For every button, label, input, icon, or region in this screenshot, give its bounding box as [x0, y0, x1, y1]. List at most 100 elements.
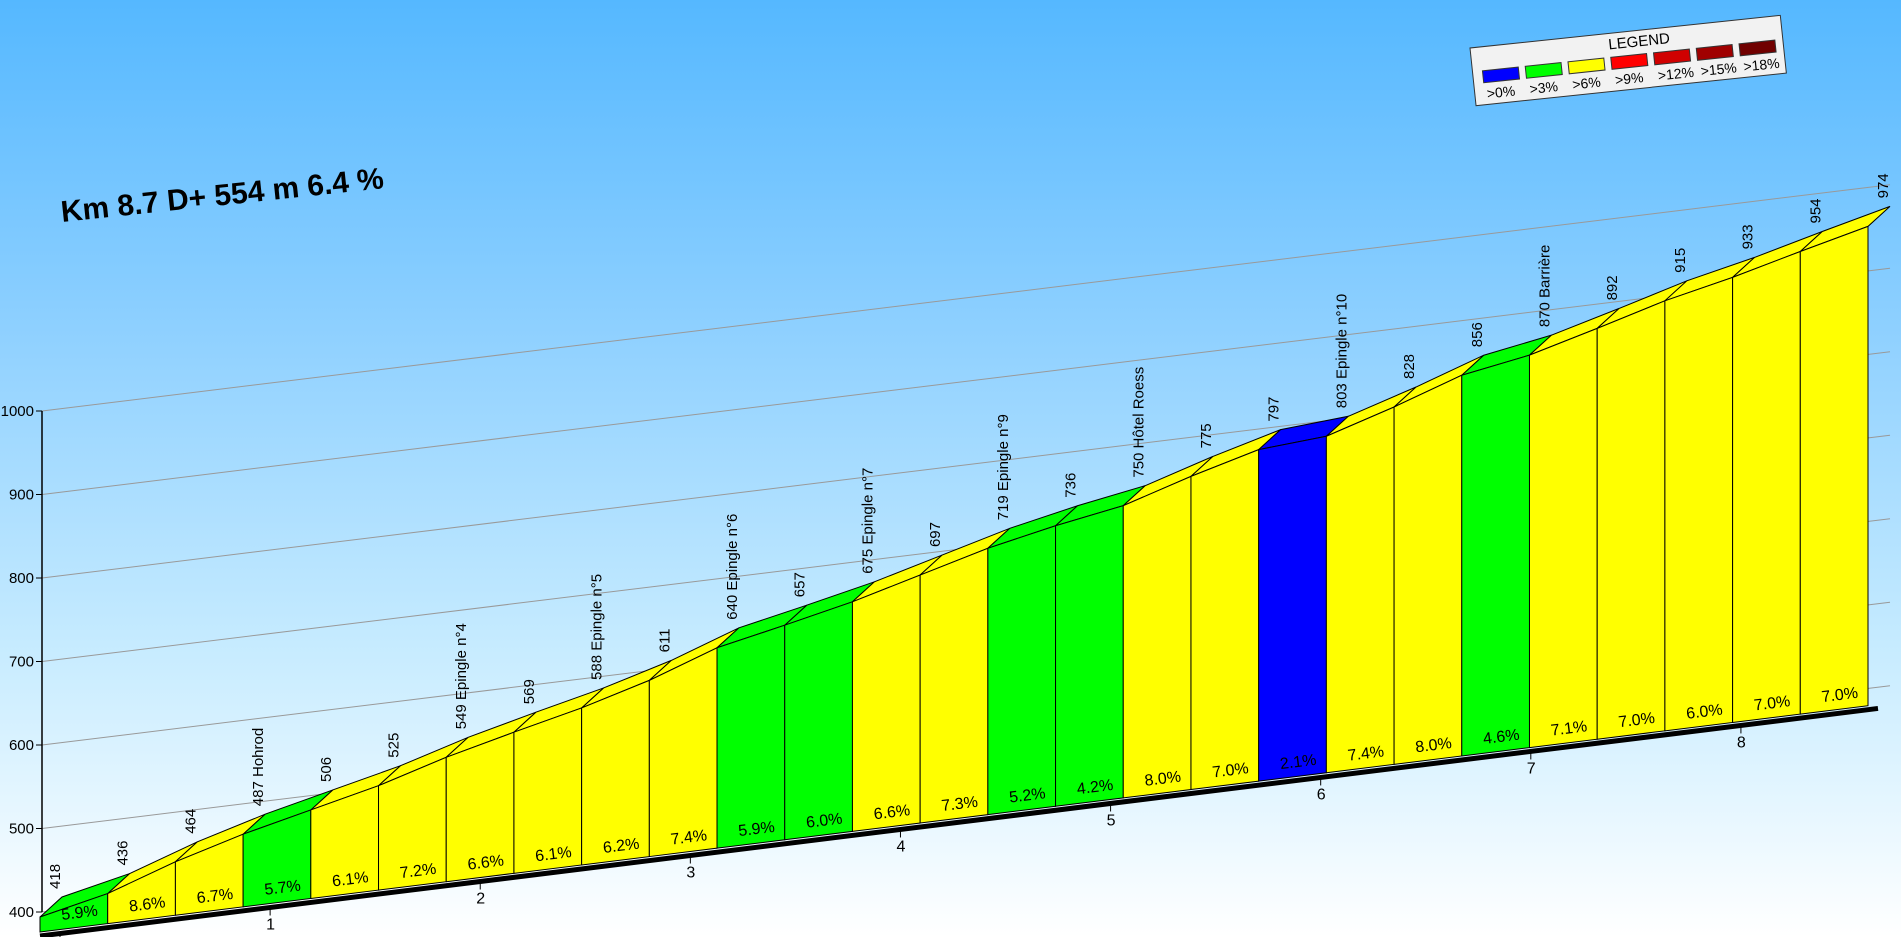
segment-front-face [1732, 250, 1801, 724]
segment-bar: 7.0% 892 [1596, 275, 1688, 740]
km-tick-label: 3 [686, 864, 695, 881]
segment-bar: 7.0% 775 [1190, 423, 1282, 791]
segment-grade-label: 7.4% [670, 827, 708, 848]
segment-bar: 5.7% 487 Hohrod [242, 728, 334, 908]
segment-elevation-label: 750 Hôtel Roess [1130, 367, 1147, 478]
segment-front-face [1055, 504, 1124, 807]
segment-bar: 7.1% 870 Barrière [1528, 245, 1620, 749]
km-tick-label: 1 [266, 917, 275, 934]
km-tick-label: 2 [476, 890, 485, 907]
y-tick-label: 1000 [1, 403, 34, 420]
segment-grade-label: 7.2% [399, 861, 437, 882]
segment-elevation-label: 464 [182, 809, 199, 834]
segment-bar: 6.1% 569 [513, 679, 604, 874]
segment-elevation-label: 640 Epingle n°6 [724, 514, 741, 620]
segment-front-face [1122, 475, 1192, 799]
km-base-line [39, 705, 1879, 937]
legend-label: >0% [1486, 83, 1516, 102]
segment-grade-label: 6.7% [196, 886, 234, 907]
segment-bar: 7.0% 954 [1799, 198, 1891, 715]
segment-front-face [716, 624, 786, 849]
segment-elevation-label: 675 Epingle n°7 [859, 468, 876, 574]
profile-bars: 5.9% 4 1 8 8.6% 436 6.7% 464 5.7%487 Hohrod 6.1% 5… [39, 173, 1892, 933]
segment-elevation-label: 954 [1807, 198, 1824, 223]
segment-grade-label: 7.4% [1347, 743, 1385, 764]
segment-elevation-label: 719 Epingle n°9 [995, 414, 1012, 520]
segment-front-face [1528, 327, 1598, 749]
segment-elevation-label: 736 [1063, 473, 1080, 498]
segment-front-face [987, 525, 1057, 816]
y-tick-label: 600 [9, 737, 34, 754]
segment-front-face [1325, 406, 1395, 774]
legend-label: >12% [1657, 64, 1695, 84]
segment-front-face [648, 646, 718, 858]
segment-grade-label: 6.6% [873, 802, 911, 823]
segment-bar: 6.6% 549 Epingle n°4 [445, 623, 537, 883]
segment-front-face [851, 574, 921, 832]
segment-grade-label: 6.0% [805, 810, 843, 831]
segment-elevation-label: 549 Epingle n°4 [453, 623, 470, 729]
km-tick-label: 7 [1527, 760, 1536, 777]
segment-grade-label: 5.7% [264, 878, 302, 899]
segment-elevation-label: 828 [1401, 354, 1418, 379]
segment-grade-label: 6.1% [534, 844, 572, 865]
segment-grade-label: 8.6% [128, 894, 166, 915]
legend-swatch [1695, 44, 1734, 61]
segment-front-face [1461, 354, 1530, 757]
segment-elevation-label: 892 [1604, 275, 1621, 300]
segment-front-face [784, 601, 853, 841]
y-tick-label: 500 [9, 821, 34, 838]
km-tick-label: 5 [1107, 812, 1116, 829]
segment-front-face [1393, 374, 1463, 765]
segment-elevation-label: 870 Barrière [1536, 245, 1553, 328]
grid-line [41, 184, 1891, 412]
legend-swatch [1524, 62, 1563, 79]
segment-bar: 7.2% 525 [378, 733, 469, 891]
segment-bar: 2.1% 797 [1257, 397, 1351, 782]
segment-grade-label: 5.2% [1008, 785, 1046, 806]
segment-front-face [1596, 300, 1666, 740]
y-tick-label: 700 [9, 654, 34, 671]
segment-bar: 7.0% 933 [1732, 224, 1823, 724]
legend: LEGEND >0% >3% >6% >9% >12% >15% >18% [1469, 14, 1787, 107]
segment-grade-label: 2.1% [1279, 752, 1317, 773]
legend-label: >15% [1700, 59, 1738, 79]
segment-bar: 6.0% 657 [784, 572, 875, 841]
legend-title: LEGEND [1608, 30, 1671, 53]
segment-elevation-label: 569 [521, 679, 538, 704]
segment-bar: 6.6% 675 Epingle n°7 [851, 468, 943, 832]
final-elevation-label: 974 [1875, 173, 1892, 198]
segment-front-face [1190, 448, 1260, 791]
segment-elevation-label: 525 [386, 733, 403, 758]
km-tick-label: 8 [1737, 734, 1746, 751]
grid-line [41, 267, 1891, 495]
segment-bar: 5.2% 719 Epingle n°9 [987, 414, 1078, 816]
km-tick-label: 4 [896, 838, 905, 855]
legend-box: LEGEND >0% >3% >6% >9% >12% >15% >18% [1469, 14, 1787, 107]
segment-elevation-label: 933 [1740, 224, 1757, 249]
segment-bar: 8.6% 436 [107, 841, 198, 925]
legend-swatch [1610, 53, 1649, 70]
segment-grade-label: 7.0% [1821, 685, 1859, 706]
chart-title: Km 8.7 D+ 554 m 6.4 % [59, 162, 385, 229]
y-tick-label: 900 [9, 487, 34, 504]
segment-elevation-label: 436 [115, 841, 132, 866]
segment-grade-label: 6.6% [467, 852, 505, 873]
segment-grade-label: 6.0% [1685, 701, 1723, 722]
segment-front-face [581, 679, 650, 866]
segment-elevation-label: 797 [1266, 397, 1283, 422]
segment-elevation-label: 803 Epingle n°10 [1333, 294, 1350, 408]
segment-grade-label: 7.0% [1211, 760, 1249, 781]
legend-label: >9% [1614, 69, 1644, 88]
km-axis: 012345678 [39, 705, 1879, 937]
legend-label: >18% [1743, 55, 1781, 75]
segment-grade-label: 8.0% [1414, 735, 1452, 756]
segment-bar: 6.7% 464 [174, 809, 266, 916]
segment-grade-label: 5.9% [60, 903, 98, 924]
segment-bar: 4.2% 736 [1055, 473, 1146, 807]
segment-elevation-label: 506 [318, 757, 335, 782]
legend-swatch [1567, 57, 1606, 75]
segment-grade-label: 6.2% [602, 836, 640, 857]
legend-label: >3% [1529, 78, 1559, 97]
segment-elevation-label: 588 Epingle n°5 [589, 574, 606, 680]
